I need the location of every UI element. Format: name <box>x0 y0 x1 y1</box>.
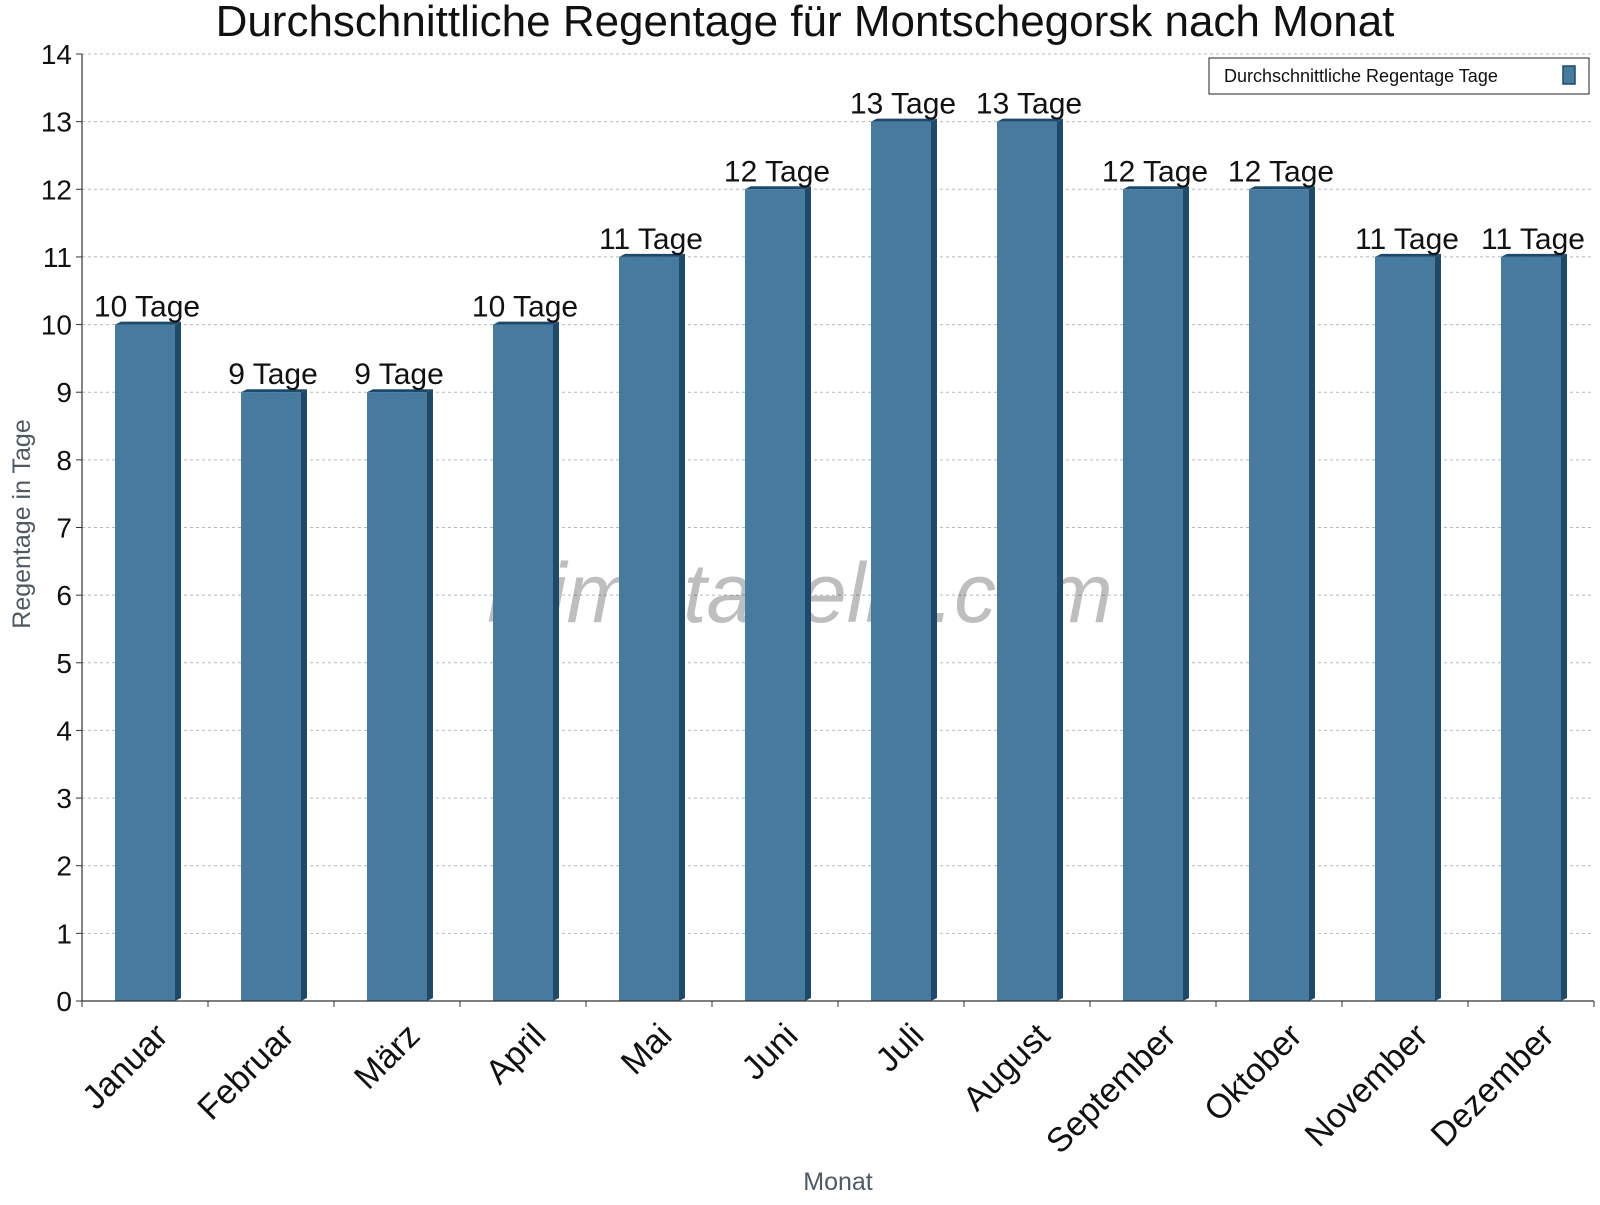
legend-label: Durchschnittliche Regentage Tage <box>1224 66 1498 86</box>
x-tick-label: März <box>347 1017 427 1097</box>
y-tick-label: 10 <box>41 310 72 341</box>
bar-oktober <box>1249 186 1315 1002</box>
y-tick-label: 4 <box>56 715 72 746</box>
bar-top <box>241 389 307 393</box>
bar-top <box>1501 253 1567 257</box>
y-tick-label: 13 <box>41 107 72 138</box>
bar-märz <box>367 389 433 1001</box>
data-label: 10 Tage <box>472 291 578 324</box>
bar-side <box>931 118 937 1001</box>
data-label: 11 Tage <box>1355 223 1459 256</box>
x-tick-label: Oktober <box>1197 1017 1309 1129</box>
data-labels: 10 Tage 9 Tage 9 Tage 10 Tage 11 Tage 12 Tage… <box>94 88 1585 392</box>
bar-august <box>997 118 1063 1001</box>
bar-januar <box>115 321 181 1002</box>
bar-front <box>115 324 175 1002</box>
x-axis-title: Monat <box>803 1168 873 1196</box>
bar-front <box>493 324 553 1002</box>
bar-top <box>1123 186 1189 190</box>
bar-november <box>1375 253 1441 1001</box>
chart-title: Durchschnittliche Regentage für Montsche… <box>216 0 1395 46</box>
bar-top <box>871 118 937 122</box>
bar-front <box>1249 189 1309 1002</box>
y-tick-label: 5 <box>56 648 72 679</box>
x-tick-label: Mai <box>614 1017 680 1083</box>
bar-front <box>241 392 301 1001</box>
bar-side <box>427 389 433 1001</box>
bar-mai <box>619 253 685 1001</box>
bar-front <box>745 189 805 1002</box>
y-tick-label: 7 <box>56 513 72 544</box>
bar-april <box>493 321 559 1002</box>
bar-februar <box>241 389 307 1001</box>
data-label: 9 Tage <box>354 358 444 391</box>
x-tick-label: September <box>1039 1017 1183 1161</box>
x-tick-label: November <box>1298 1017 1436 1155</box>
y-tick-label: 12 <box>41 174 72 205</box>
bar-top <box>619 253 685 257</box>
bar-top <box>997 118 1063 122</box>
bar-side <box>805 186 811 1002</box>
data-label: 12 Tage <box>724 155 830 188</box>
bar-side <box>1183 186 1189 1002</box>
bar-side <box>1435 253 1441 1001</box>
bar-front <box>1123 189 1183 1002</box>
x-tick-label: Juli <box>868 1017 931 1080</box>
bar-side <box>175 321 181 1002</box>
bar-front <box>871 121 931 1001</box>
bar-side <box>1057 118 1063 1001</box>
bar-september <box>1123 186 1189 1002</box>
y-tick-label: 9 <box>56 377 72 408</box>
data-label: 10 Tage <box>94 291 200 324</box>
x-tick-label: Januar <box>75 1017 175 1117</box>
x-tick-label: August <box>956 1016 1058 1118</box>
gridlines <box>82 53 1594 934</box>
y-tick-label: 3 <box>56 783 72 814</box>
legend-swatch <box>1562 65 1576 85</box>
bar-juni <box>745 186 811 1002</box>
x-tick-label: Februar <box>190 1017 301 1128</box>
data-label: 11 Tage <box>599 223 703 256</box>
bar-front <box>997 121 1057 1001</box>
y-tick-label: 8 <box>56 445 72 476</box>
y-axis-title: Regentage in Tage <box>8 419 36 628</box>
bar-juli <box>871 118 937 1001</box>
bar-side <box>301 389 307 1001</box>
data-label: 12 Tage <box>1102 155 1208 188</box>
bar-side <box>1561 253 1567 1001</box>
bars <box>115 118 1567 1002</box>
bar-front <box>619 256 679 1001</box>
y-tick-label: 11 <box>43 242 72 273</box>
bar-side <box>679 253 685 1001</box>
bar-front <box>1375 256 1435 1001</box>
bar-top <box>115 321 181 325</box>
bar-side <box>553 321 559 1002</box>
bar-top <box>1375 253 1441 257</box>
bar-top <box>367 389 433 393</box>
bar-top <box>493 321 559 325</box>
data-label: 13 Tage <box>976 88 1082 121</box>
x-tick-label: April <box>478 1017 553 1092</box>
bar-front <box>1501 256 1561 1001</box>
legend-box <box>1208 57 1590 95</box>
bar-top <box>1249 186 1315 190</box>
legend: Durchschnittliche Regentage Tage <box>1208 57 1590 95</box>
data-label: 13 Tage <box>850 88 956 121</box>
bar-side <box>1309 186 1315 1002</box>
y-tick-label: 14 <box>41 39 72 70</box>
x-tick-label: Dezember <box>1424 1017 1562 1155</box>
data-label: 9 Tage <box>228 358 318 391</box>
x-tick-label: Juni <box>734 1017 805 1088</box>
y-tick-label: 1 <box>56 918 72 949</box>
bar-dezember <box>1501 253 1567 1001</box>
y-tick-label: 6 <box>56 580 72 611</box>
bar-front <box>367 392 427 1001</box>
bar-top <box>745 186 811 190</box>
y-tick-label: 0 <box>56 986 72 1017</box>
y-tick-label: 2 <box>56 851 72 882</box>
data-label: 12 Tage <box>1228 155 1334 188</box>
data-label: 11 Tage <box>1481 223 1585 256</box>
